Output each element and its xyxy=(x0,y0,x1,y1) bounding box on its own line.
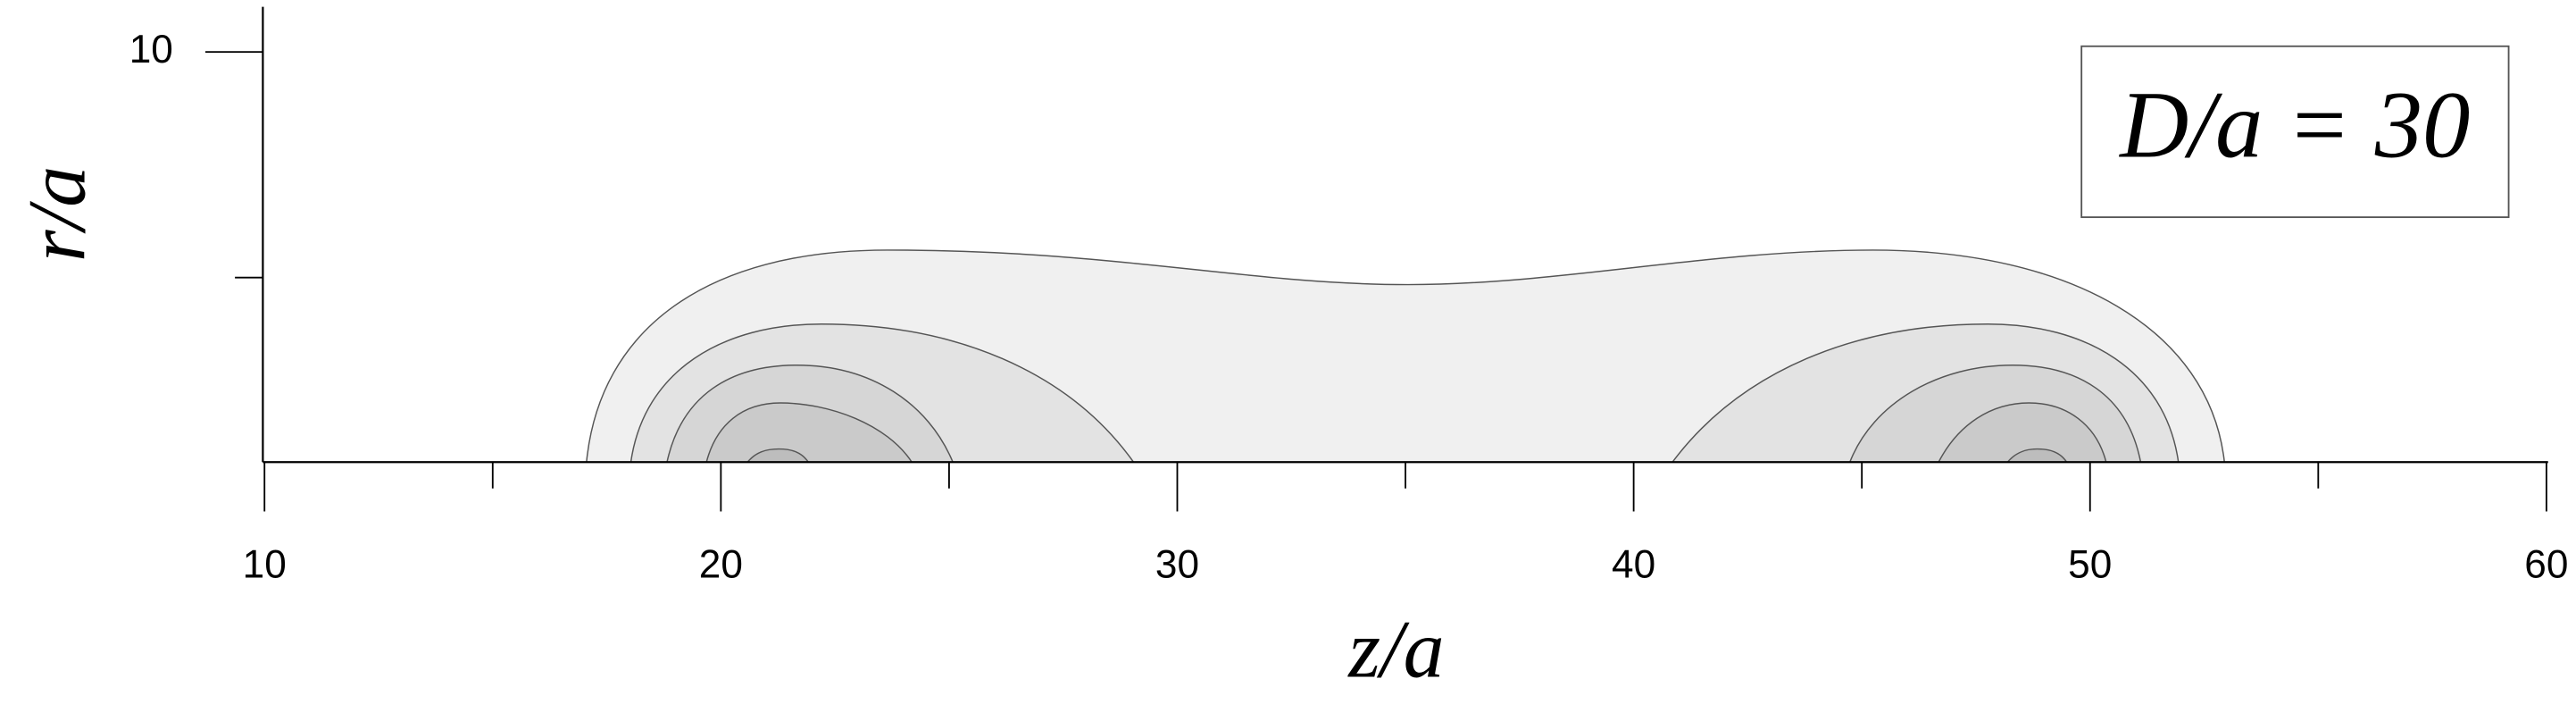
x-tick-label: 30 xyxy=(1155,543,1199,587)
x-tick-label: 10 xyxy=(243,543,287,587)
contour-level-4 xyxy=(705,402,913,464)
y-tick-label: 10 xyxy=(129,28,173,71)
contour-regions xyxy=(586,249,2226,464)
annotation-box xyxy=(2080,45,2510,219)
contour-level-5 xyxy=(746,448,810,464)
x-axis-label: z/a xyxy=(1346,603,1444,694)
x-tick-label: 60 xyxy=(2524,543,2568,587)
contour-level-5 xyxy=(2005,448,2068,464)
y-axis-label: r/a xyxy=(12,166,103,262)
annotation: D/a = 30 xyxy=(2118,73,2470,179)
contour-level-4 xyxy=(1937,402,2107,464)
x-tick-label: 20 xyxy=(699,543,743,587)
x-tick-label: 50 xyxy=(2068,543,2112,587)
x-tick-label: 40 xyxy=(1612,543,1655,587)
